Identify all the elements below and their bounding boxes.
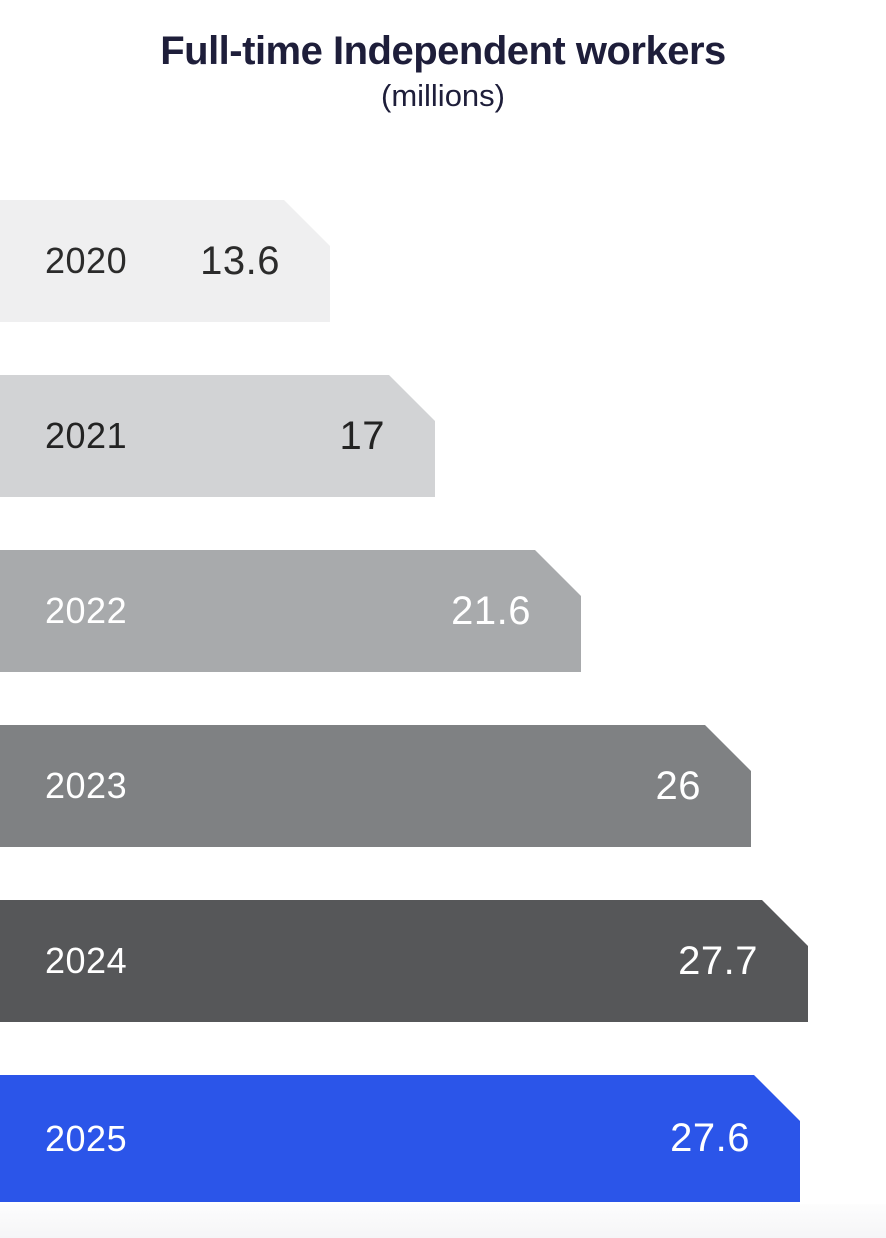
- chart-subtitle: (millions): [381, 78, 505, 113]
- bar-row: 2021 17: [0, 375, 435, 497]
- bar-value-label: 27.6: [670, 1116, 750, 1160]
- bar-row: 2023 26: [0, 725, 751, 847]
- bar-year-label: 2023: [45, 765, 128, 806]
- next-section-edge: [0, 1204, 886, 1238]
- bar-year-label: 2021: [45, 415, 128, 456]
- bar-row: 2025 27.6: [0, 1075, 800, 1202]
- bar-value-label: 21.6: [451, 588, 531, 633]
- bar-value-label: 26: [655, 763, 701, 808]
- bar-year-label: 2024: [45, 940, 128, 981]
- bar-row: 2024 27.7: [0, 900, 808, 1022]
- bar-value-label: 17: [339, 413, 385, 458]
- chart-header: Full-time Independent workers (millions): [0, 28, 886, 114]
- bar-value-label: 27.7: [678, 938, 758, 983]
- bar-value-label: 13.6: [200, 238, 280, 283]
- bar-year-label: 2022: [45, 590, 128, 631]
- bar-year-label: 2025: [45, 1117, 128, 1159]
- chart-title: Full-time Independent workers: [160, 29, 726, 73]
- bar-row: 2022 21.6: [0, 550, 581, 672]
- bar-row: 2020 13.6: [0, 200, 330, 322]
- bar-year-label: 2020: [45, 240, 128, 281]
